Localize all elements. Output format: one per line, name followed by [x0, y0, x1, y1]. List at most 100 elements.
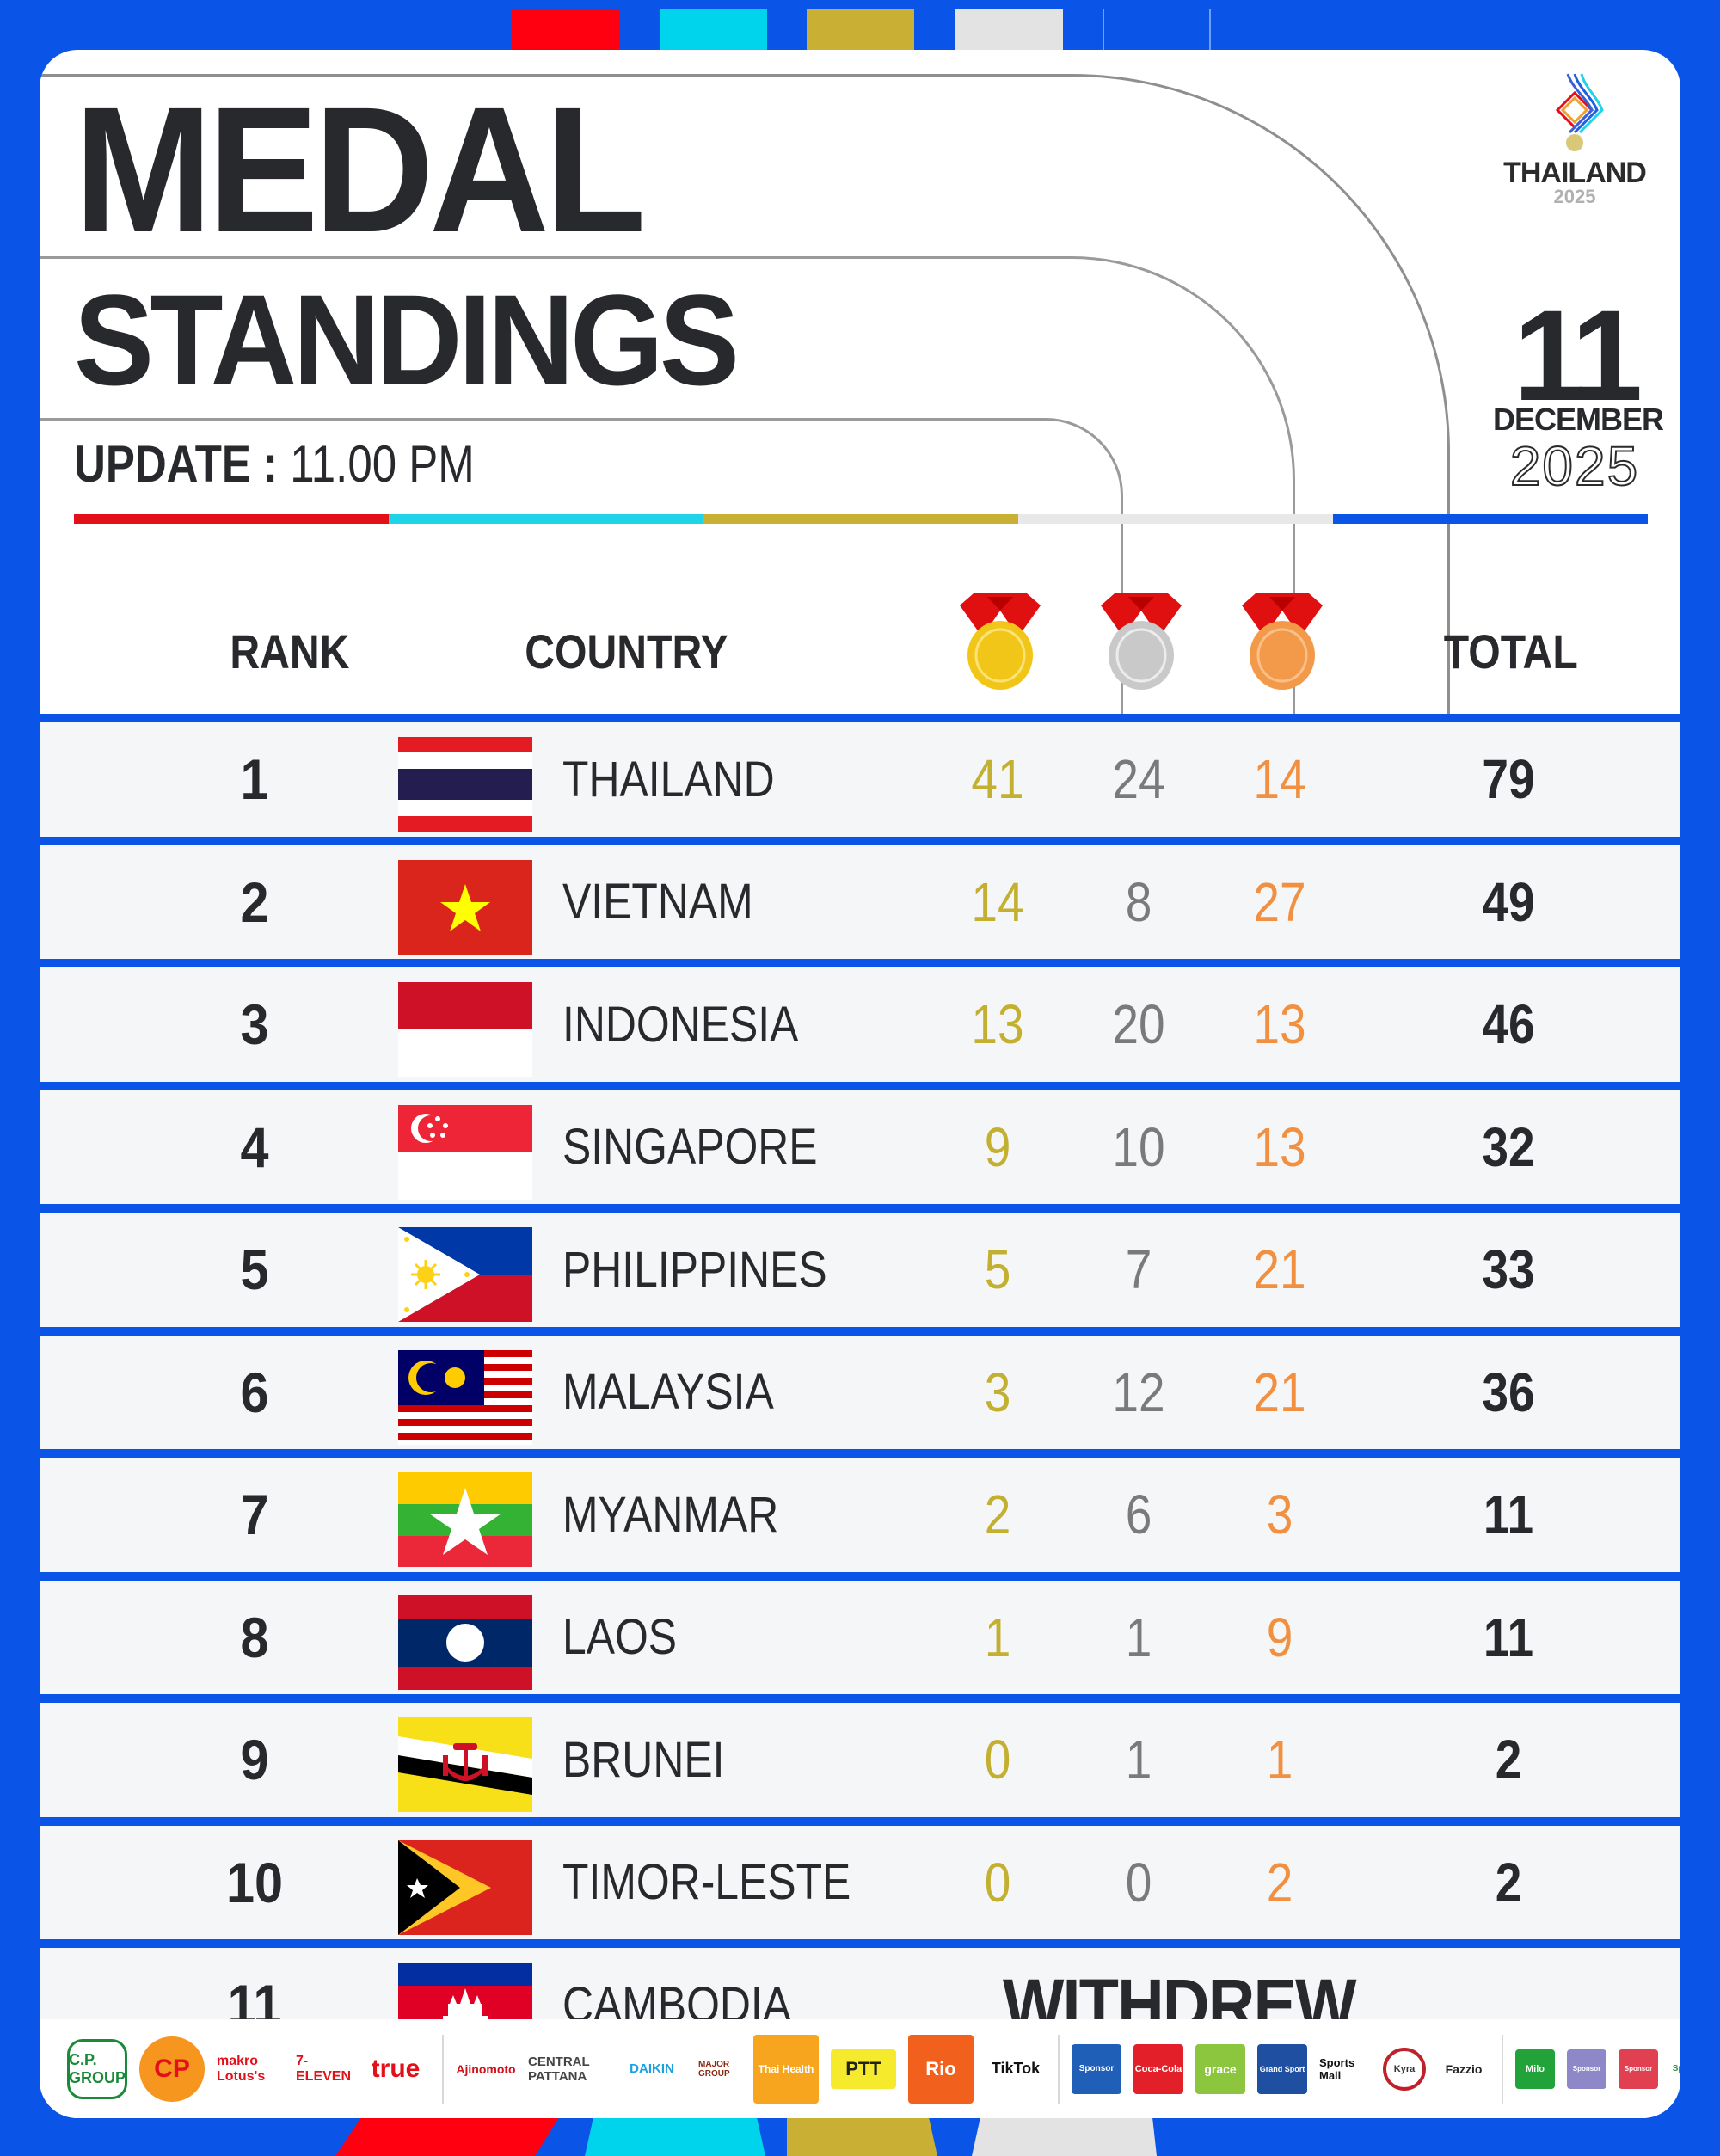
- track-arc-decoration: [40, 418, 1123, 762]
- total-count: 2: [1495, 1851, 1522, 1913]
- gold-count: 1: [984, 1606, 1011, 1668]
- indonesia-flag-icon: [398, 982, 532, 1077]
- table-row: 7 MYANMAR 2 6 3 11: [40, 1449, 1680, 1572]
- rank: 6: [240, 1360, 269, 1424]
- gold-count: 13: [971, 993, 1024, 1056]
- rank: 9: [240, 1728, 269, 1792]
- bronze-count: 21: [1253, 1238, 1306, 1301]
- column-header-rank: RANK: [230, 624, 350, 679]
- sponsor-logo: makro Lotus's: [217, 2053, 266, 2084]
- table-header: RANK COUNTRY TOTAL: [40, 540, 1680, 712]
- silver-count: 1: [1125, 1729, 1152, 1791]
- vietnam-flag-icon: [398, 859, 532, 955]
- timor-leste-flag-icon: [398, 1840, 532, 1935]
- total-count: 11: [1483, 1483, 1534, 1546]
- sponsor-logo: grace: [1195, 2043, 1245, 2094]
- column-header-country: COUNTRY: [525, 624, 728, 679]
- color-divider: [74, 514, 1648, 524]
- bronze-medal-icon: [1242, 593, 1323, 690]
- sponsor-divider: [442, 2034, 444, 2104]
- table-row: 1 THAILAND 41 24 14 79: [40, 714, 1680, 837]
- bronze-count: 9: [1266, 1606, 1293, 1668]
- table-row: 3 INDONESIA 13 20 13 46: [40, 959, 1680, 1082]
- strip-cyan: [660, 9, 767, 50]
- rank: 2: [240, 869, 269, 934]
- sponsor-logo: TikTok: [991, 2060, 1041, 2077]
- sponsor-logo: Sponsor: [1567, 2049, 1606, 2089]
- logo-year: 2025: [1553, 186, 1596, 207]
- country-name: MALAYSIA: [562, 1364, 774, 1421]
- gold-count: 41: [971, 748, 1024, 811]
- country-name: PHILIPPINES: [562, 1241, 827, 1298]
- standings-table: 1 THAILAND 41 24 14 79 2 VIETNAM 14 8 27…: [40, 714, 1680, 2071]
- gold-count: 5: [984, 1238, 1011, 1301]
- rank: 4: [240, 1115, 269, 1179]
- sponsor-logo: Coca-Cola: [1133, 2043, 1183, 2094]
- rank: 7: [240, 1483, 269, 1547]
- medal-standings-card: MEDAL STANDINGS UPDATE : 11.00 PM THAILA…: [40, 50, 1680, 2118]
- total-count: 36: [1482, 1361, 1535, 1423]
- total-count: 32: [1482, 1115, 1535, 1178]
- sponsor-logo: Milo: [1515, 2049, 1555, 2089]
- total-count: 2: [1495, 1729, 1522, 1791]
- silver-count: 6: [1125, 1483, 1152, 1546]
- total-count: 79: [1482, 748, 1535, 811]
- bottom-color-strip: [0, 2117, 1720, 2156]
- games-emblem-icon: [1555, 73, 1604, 151]
- strip-red: [512, 9, 619, 50]
- rank: 1: [240, 747, 269, 812]
- sponsor-logos-bar: C.P. GROUP CP makro Lotus's 7-ELEVEN tru…: [40, 2019, 1680, 2118]
- gold-medal-icon: [960, 593, 1041, 690]
- country-name: THAILAND: [562, 751, 775, 808]
- strip-gold: [807, 9, 914, 50]
- sponsor-divider: [1502, 2034, 1503, 2104]
- sea-games-thailand-logo: THAILAND 2025: [1493, 67, 1656, 206]
- sponsor-logo: Sports Mall: [1319, 2055, 1355, 2082]
- gold-count: 2: [984, 1483, 1011, 1546]
- gold-count: 0: [984, 1851, 1011, 1913]
- bronze-count: 27: [1253, 870, 1306, 933]
- country-name: SINGAPORE: [562, 1119, 818, 1176]
- bronze-count: 2: [1266, 1851, 1293, 1913]
- sponsor-logo: Rio: [908, 2034, 974, 2104]
- silver-count: 20: [1112, 993, 1165, 1056]
- strip-line: [1103, 9, 1104, 50]
- laos-flag-icon: [398, 1594, 532, 1690]
- silver-count: 10: [1112, 1115, 1165, 1178]
- table-row: 5 PHILIPPINES 5 7 21 33: [40, 1204, 1680, 1327]
- table-row: 9 BRUNEI 0 1 1 2: [40, 1694, 1680, 1817]
- brunei-flag-icon: [398, 1717, 532, 1812]
- country-name: MYANMAR: [562, 1486, 779, 1543]
- philippines-flag-icon: [398, 1227, 532, 1322]
- table-row: 6 MALAYSIA 3 12 21 36: [40, 1326, 1680, 1449]
- table-row: 2 VIETNAM 14 8 27 49: [40, 836, 1680, 959]
- silver-count: 7: [1125, 1238, 1152, 1301]
- silver-count: 0: [1125, 1851, 1152, 1913]
- silver-count: 1: [1125, 1606, 1152, 1668]
- total-count: 46: [1482, 993, 1535, 1056]
- bronze-count: 21: [1253, 1361, 1306, 1423]
- sponsor-logo: Thai Health: [753, 2034, 819, 2104]
- strip-line: [1209, 9, 1211, 50]
- table-row: 8 LAOS 1 1 9 11: [40, 1571, 1680, 1694]
- top-color-strip: [0, 9, 1720, 50]
- country-name: TIMOR-LESTE: [562, 1854, 851, 1911]
- update-time-value: 11.00 PM: [290, 435, 475, 493]
- sponsor-logo: Sponsor: [1672, 2064, 1680, 2073]
- gold-count: 9: [984, 1115, 1011, 1178]
- table-row: 4 SINGAPORE 9 10 13 32: [40, 1081, 1680, 1204]
- silver-count: 24: [1112, 748, 1165, 811]
- gold-count: 0: [984, 1729, 1011, 1791]
- country-name: VIETNAM: [562, 874, 753, 931]
- date-day: 11: [1513, 283, 1643, 427]
- total-count: 11: [1483, 1606, 1534, 1668]
- sponsor-logo: CP: [139, 2036, 205, 2102]
- sponsor-logo: 7-ELEVEN: [296, 2053, 352, 2084]
- date-month: DECEMBER: [1493, 402, 1664, 437]
- bottom-stripes-graphic: [335, 2117, 1157, 2156]
- country-name: BRUNEI: [562, 1731, 725, 1788]
- bronze-count: 1: [1266, 1729, 1293, 1791]
- sponsor-logo: Grand Sport: [1257, 2043, 1307, 2094]
- sponsor-logo: Fazzio: [1445, 2061, 1483, 2076]
- country-name: INDONESIA: [562, 996, 799, 1053]
